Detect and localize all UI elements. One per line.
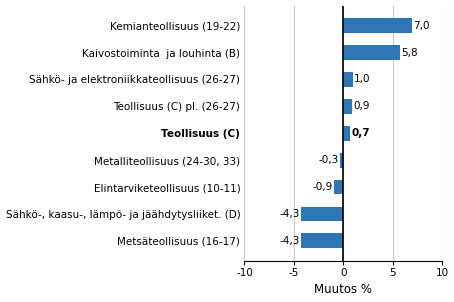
Text: -0,3: -0,3 (319, 155, 339, 165)
Text: -4,3: -4,3 (279, 236, 300, 246)
Text: 1,0: 1,0 (354, 75, 371, 85)
X-axis label: Muutos %: Muutos % (314, 284, 372, 297)
Bar (343, 99, 352, 114)
Text: 0,7: 0,7 (351, 128, 370, 138)
Bar (340, 153, 343, 168)
Text: -0,9: -0,9 (313, 182, 333, 192)
Text: 5,8: 5,8 (402, 48, 418, 58)
Bar (343, 18, 412, 33)
Bar (343, 126, 350, 141)
Bar (334, 180, 343, 194)
Text: 0,9: 0,9 (353, 101, 370, 111)
Bar (301, 207, 343, 221)
Bar (301, 233, 343, 248)
Bar (343, 72, 353, 87)
Text: -4,3: -4,3 (279, 209, 300, 219)
Bar (343, 45, 400, 60)
Text: 7,0: 7,0 (414, 21, 430, 31)
